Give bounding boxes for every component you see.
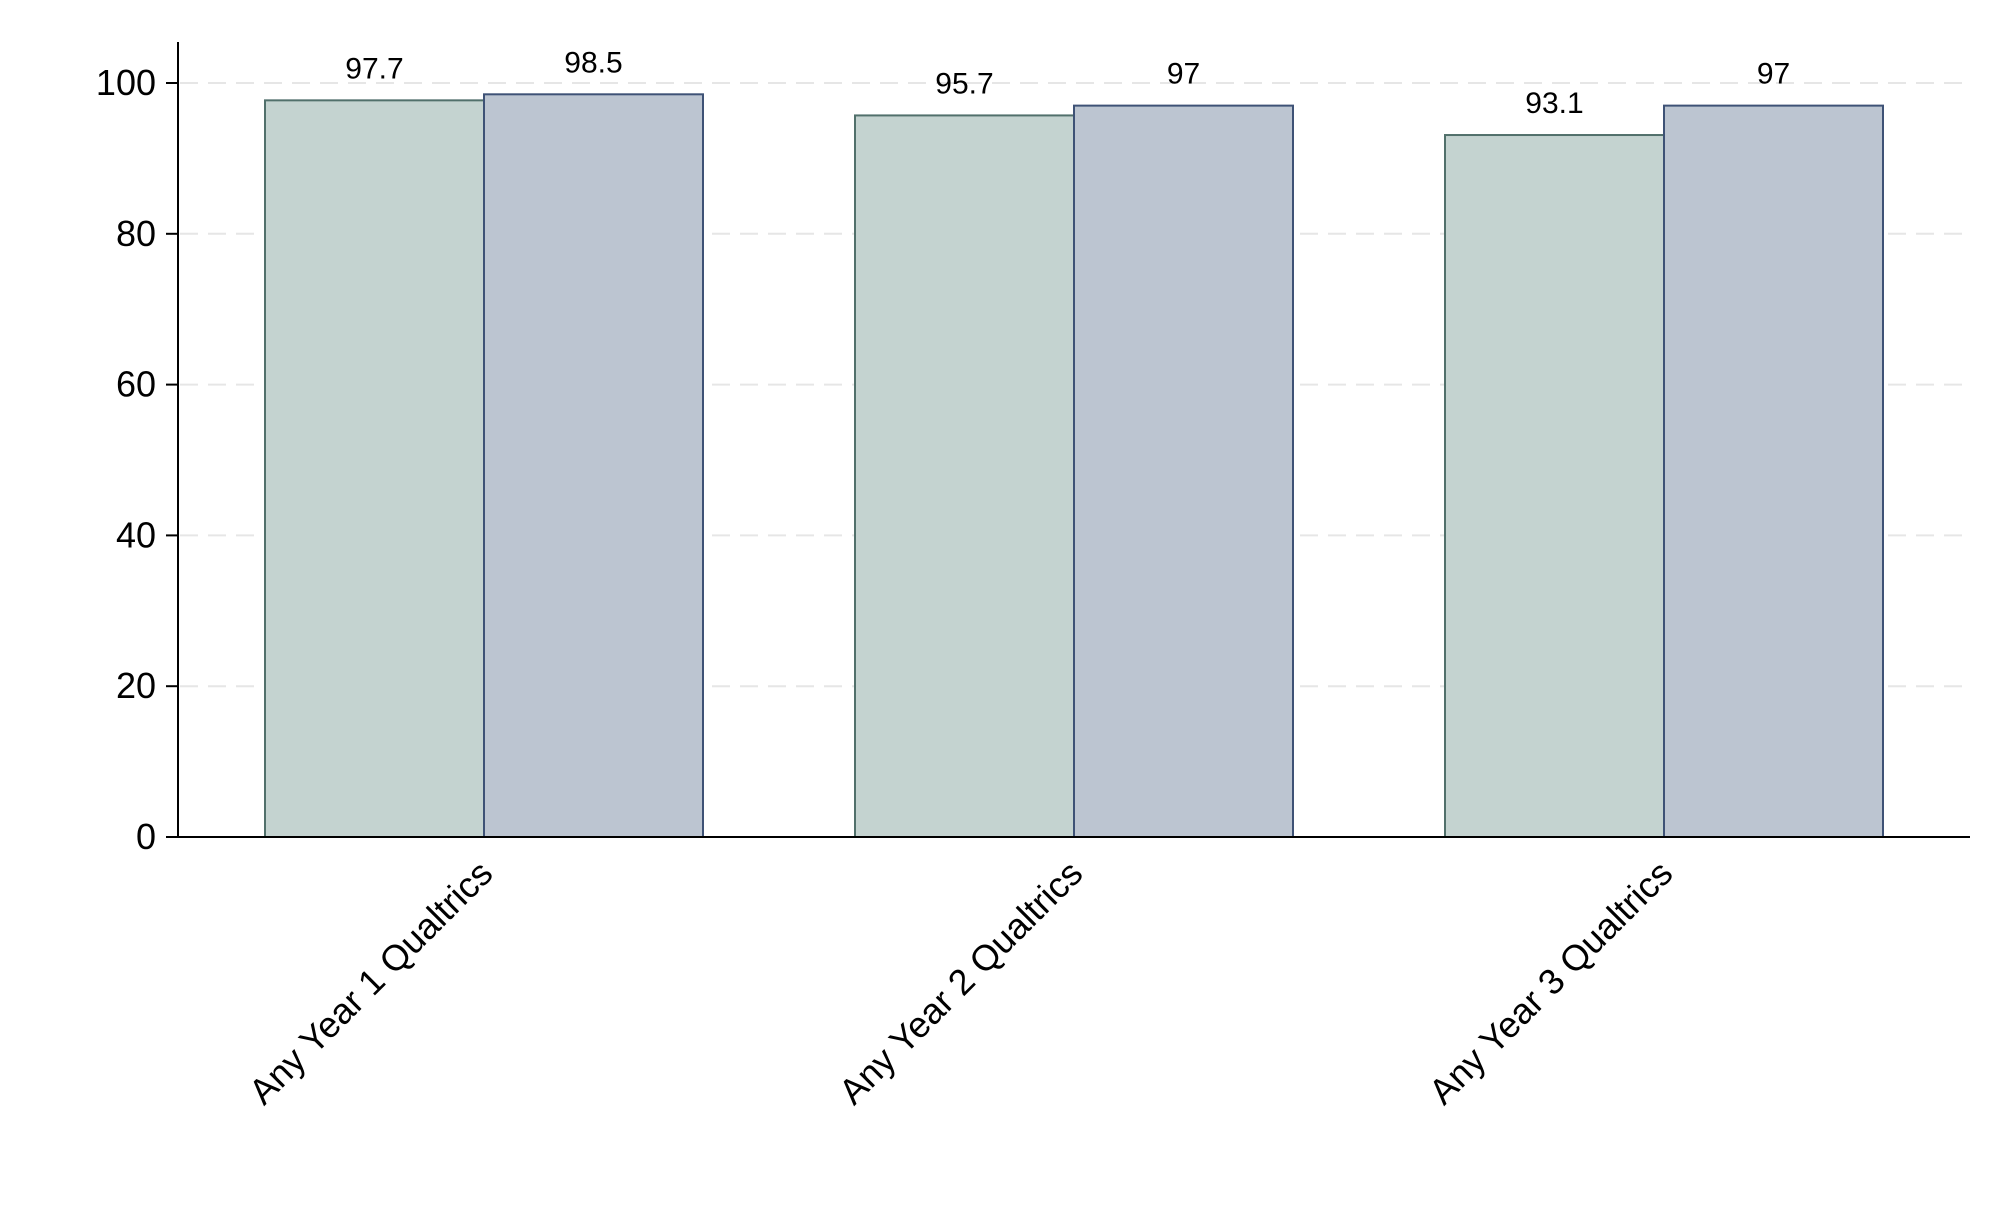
data-label: 97 xyxy=(1757,58,1790,91)
category-label: Any Year 3 Qualtrics xyxy=(1421,852,1681,1112)
bar-series1-cat2 xyxy=(854,114,1075,838)
category-label: Any Year 1 Qualtrics xyxy=(241,852,501,1112)
data-label: 97 xyxy=(1167,58,1200,91)
category-label: Any Year 2 Qualtrics xyxy=(831,852,1091,1112)
bar-series2-cat1 xyxy=(483,93,704,838)
data-label: 93.1 xyxy=(1525,87,1583,120)
y-ticks: 0 20 40 60 80 100 xyxy=(96,62,178,857)
axes xyxy=(177,42,1970,838)
bar-series2-cat3 xyxy=(1663,104,1884,839)
bar-series1-cat1 xyxy=(264,99,485,839)
y-tick-label: 60 xyxy=(116,364,156,405)
bar-series1-cat3 xyxy=(1444,134,1665,838)
data-label: 95.7 xyxy=(935,67,993,100)
y-tick-label: 0 xyxy=(136,816,156,857)
data-labels: 97.7 98.5 95.7 97 93.1 97 xyxy=(345,46,1790,120)
y-tick-label: 20 xyxy=(116,665,156,706)
category-labels: Any Year 1 Qualtrics Any Year 2 Qualtrics… xyxy=(241,852,1681,1112)
y-tick-label: 40 xyxy=(116,514,156,555)
y-tick-label: 80 xyxy=(116,213,156,254)
bars xyxy=(264,93,1884,839)
data-label: 97.7 xyxy=(345,52,403,85)
bar-series2-cat2 xyxy=(1073,104,1294,839)
y-tick-label: 100 xyxy=(96,62,156,103)
data-label: 98.5 xyxy=(564,46,622,79)
